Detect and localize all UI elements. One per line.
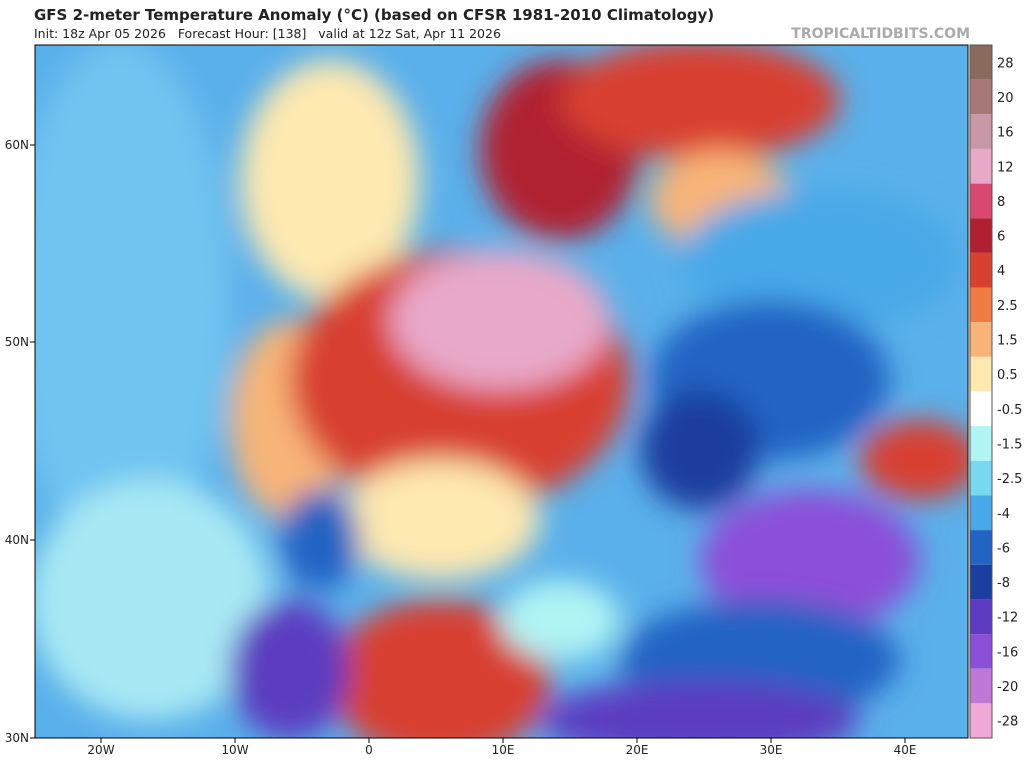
lon-label: 30E — [760, 743, 783, 757]
colorbar-label: -2.5 — [997, 472, 1022, 487]
colorbar-label: 8 — [997, 195, 1005, 210]
lon-label: 0 — [365, 743, 373, 757]
colorbar-frame — [969, 44, 993, 739]
lon-label: 40E — [894, 743, 917, 757]
colorbar-label: 12 — [997, 160, 1014, 175]
colorbar-swatch — [970, 218, 992, 253]
colorbar-swatch — [970, 495, 992, 531]
subtitle: Init: 18z Apr 05 2026 Forecast Hour: [13… — [34, 26, 501, 41]
colorbar-label: 16 — [997, 126, 1014, 141]
colorbar-label: -6 — [997, 541, 1010, 556]
colorbar-swatch — [970, 530, 992, 565]
lon-label: 20W — [87, 743, 114, 757]
colorbar-label: 4 — [997, 264, 1005, 279]
lat-label: 50N — [5, 335, 29, 349]
colorbar-label: -12 — [997, 611, 1018, 626]
colorbar-label: 6 — [997, 230, 1005, 245]
axes: 60N 50N 40N 30N 20W 10W 0 10E 20E 30E 40E — [5, 138, 917, 757]
colorbar-swatch — [970, 426, 992, 461]
map-frame — [34, 44, 969, 739]
anomaly-map — [35, 45, 968, 738]
colorbar-swatch — [970, 45, 992, 80]
colorbar-label: -0.5 — [997, 403, 1022, 418]
lat-label: 40N — [5, 533, 29, 547]
colorbar-swatch — [970, 703, 992, 738]
colorbar-label: -28 — [997, 715, 1018, 730]
colorbar-swatch — [970, 114, 992, 149]
colorbar-swatch — [970, 634, 992, 669]
colorbar-label: 1.5 — [997, 334, 1018, 349]
colorbar-swatch — [970, 79, 992, 115]
colorbar-swatch — [970, 148, 992, 184]
colorbar-label: 28 — [997, 56, 1014, 71]
lat-label: 60N — [5, 138, 29, 152]
colorbar-label: -20 — [997, 680, 1018, 695]
title: GFS 2-meter Temperature Anomaly (°C) (ba… — [34, 6, 714, 24]
lat-label: 30N — [5, 731, 29, 745]
colorbar-swatch — [970, 356, 992, 392]
lon-label: 10E — [492, 743, 515, 757]
colorbar: 28 20 16 12 8 6 4 2.5 1.5 0.5 -0.5 -1.5 -2.5 -4 -6 -8 -1… — [969, 44, 1022, 739]
colorbar-label: -16 — [997, 645, 1018, 660]
colorbar-swatch — [970, 460, 992, 496]
colorbar-label: 2.5 — [997, 299, 1018, 314]
lon-label: 20E — [626, 743, 649, 757]
credit: TROPICALTIDBITS.COM — [791, 26, 970, 42]
colorbar-swatch — [970, 287, 992, 323]
colorbar-swatch — [970, 391, 992, 427]
colorbar-label: 20 — [997, 91, 1014, 106]
colorbar-swatch — [970, 183, 992, 219]
colorbar-label: -4 — [997, 507, 1010, 522]
colorbar-swatch — [970, 668, 992, 704]
colorbar-swatch — [970, 322, 992, 357]
colorbar-swatch — [970, 564, 992, 600]
colorbar-label: -1.5 — [997, 437, 1022, 452]
colorbar-swatch — [970, 252, 992, 288]
colorbar-label: -8 — [997, 576, 1010, 591]
colorbar-label: 0.5 — [997, 368, 1018, 383]
lon-label: 10W — [221, 743, 248, 757]
colorbar-swatch — [970, 599, 992, 635]
